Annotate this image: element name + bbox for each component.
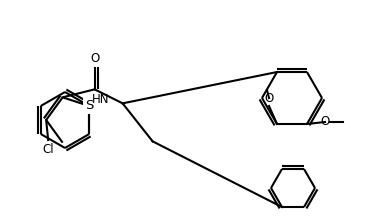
Text: O: O (90, 52, 99, 65)
Text: O: O (320, 115, 329, 129)
Text: S: S (85, 99, 93, 113)
Text: HN: HN (92, 93, 109, 106)
Text: Cl: Cl (42, 143, 54, 156)
Text: O: O (264, 92, 274, 105)
